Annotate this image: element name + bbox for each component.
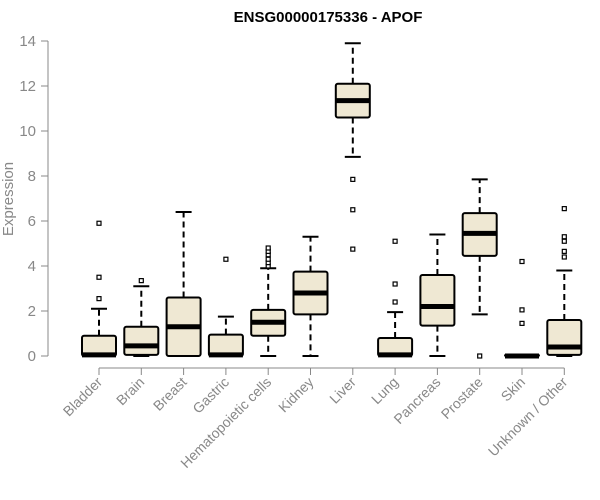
- box-lung: [377, 238, 414, 358]
- box-hematopoietic-cells: [250, 245, 287, 357]
- y-tick-label: 6: [28, 213, 36, 230]
- outlier-point: [477, 353, 483, 359]
- outlier-point: [96, 296, 102, 302]
- outlier-point: [265, 256, 271, 262]
- y-tick-label: 4: [28, 258, 36, 275]
- outlier-point: [350, 207, 356, 213]
- outlier-point: [519, 258, 525, 265]
- y-tick-label: 2: [28, 303, 36, 320]
- boxes-group: [81, 42, 583, 359]
- outlier-point: [96, 220, 102, 226]
- y-tick-label: 10: [19, 123, 36, 140]
- y-tick-label: 0: [28, 348, 36, 365]
- outlier-point: [350, 246, 356, 252]
- outlier-point: [350, 176, 356, 182]
- outlier-point: [96, 274, 102, 280]
- outlier-point: [265, 245, 271, 251]
- box-iqr: [546, 319, 583, 356]
- x-tick-label: Bladder: [60, 374, 106, 420]
- y-axis-label: Expression: [0, 162, 17, 236]
- y-tick-label: 14: [19, 33, 36, 50]
- outlier-point: [392, 238, 398, 244]
- box-brain: [123, 278, 160, 357]
- x-tick-label: Liver: [326, 374, 359, 407]
- box-breast: [165, 211, 202, 357]
- box-iqr: [123, 325, 160, 356]
- x-tick-label: Pancreas: [390, 374, 443, 427]
- outlier-point: [519, 307, 525, 313]
- outlier-point: [519, 320, 525, 326]
- y-tick-label: 8: [28, 168, 36, 185]
- y-tick-label: 12: [19, 78, 36, 95]
- outlier-point: [561, 206, 567, 212]
- x-tick-label: Lung: [368, 374, 401, 407]
- x-tick-label: Prostate: [438, 374, 486, 422]
- x-tick-label: Unknown / Other: [485, 374, 571, 460]
- box-unknown-other: [546, 206, 583, 357]
- outlier-point: [561, 248, 567, 254]
- box-pancreas: [419, 233, 456, 357]
- box-bladder: [81, 220, 117, 358]
- x-tick-label: Brain: [113, 374, 147, 408]
- x-tick-label: Skin: [498, 374, 529, 405]
- outlier-point: [561, 234, 567, 240]
- outlier-point: [561, 254, 567, 260]
- outlier-point: [392, 281, 398, 287]
- outlier-point: [223, 256, 229, 262]
- box-gastric: [207, 256, 244, 358]
- outlier-point: [138, 278, 144, 284]
- outlier-point: [561, 238, 567, 244]
- box-prostate: [461, 178, 498, 359]
- box-skin: [504, 258, 540, 359]
- chart-title: ENSG00000175336 - APOF: [234, 9, 423, 26]
- box-kidney: [292, 235, 329, 357]
- x-tick-label: Kidney: [275, 374, 317, 416]
- box-liver: [334, 42, 371, 252]
- y-axis: 0 2 4 6 8 10 12 14: [19, 33, 49, 365]
- outlier-point: [392, 299, 398, 305]
- x-tick-label: Breast: [150, 374, 190, 414]
- box-iqr: [419, 274, 456, 327]
